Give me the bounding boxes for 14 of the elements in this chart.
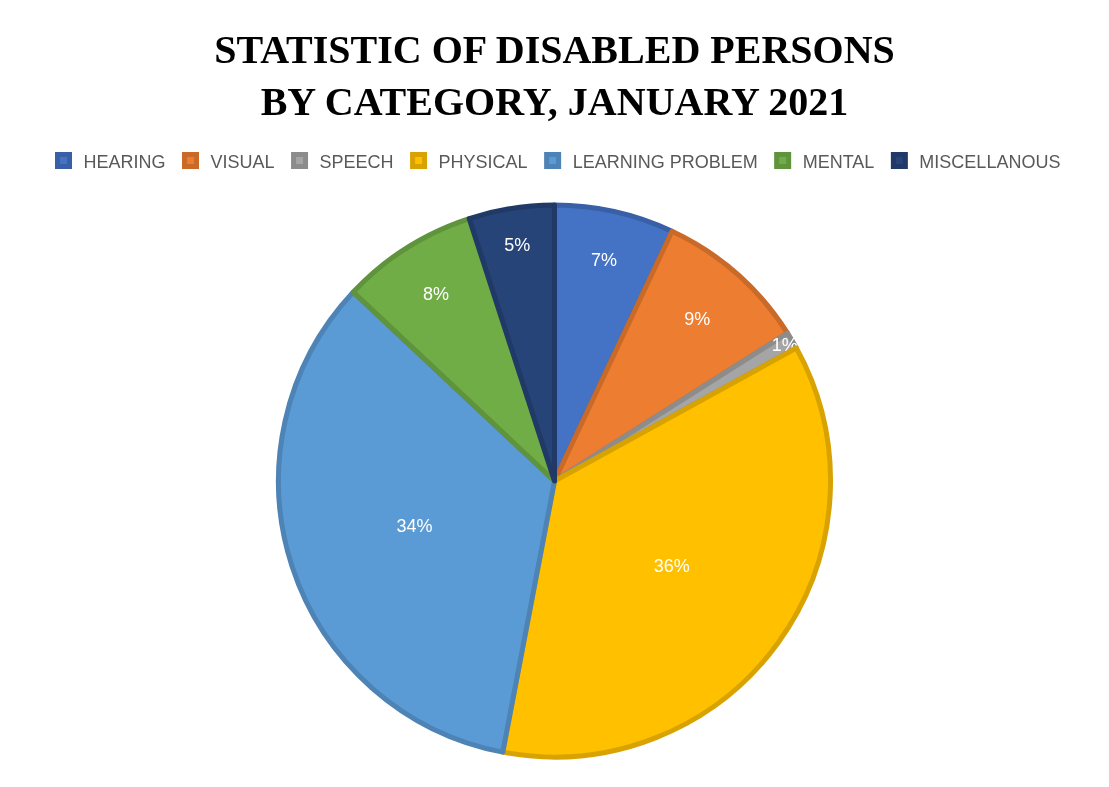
data-label: 8% [423,284,450,305]
legend-label: VISUAL [210,151,275,172]
data-label: 9% [684,309,711,330]
legend-label: LEARNING PROBLEM [572,151,758,172]
data-label: 5% [504,235,531,256]
data-label: 34% [396,516,433,537]
data-label: 36% [653,556,690,577]
legend-label: HEARING [83,151,166,172]
chart-title: STATISTIC OF DISABLED PERSONS BY CATEGORY, JANUARY 2021 [214,26,895,124]
legend-label: MISCELLANOUS [919,151,1061,172]
legend-label: MENTAL [802,151,875,172]
legend-label: PHYSICAL [438,151,528,172]
data-label: 7% [590,249,617,270]
legend-label: SPEECH [319,151,394,172]
